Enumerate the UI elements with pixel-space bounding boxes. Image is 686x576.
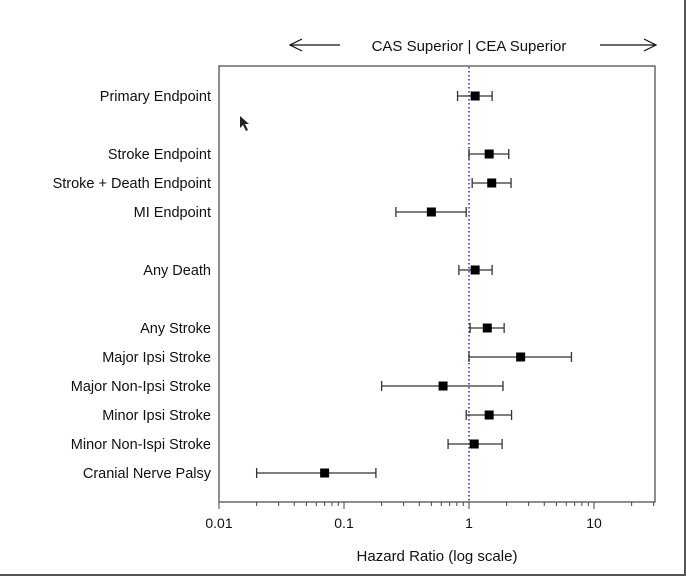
point-estimate bbox=[484, 149, 494, 159]
plot-border bbox=[218, 65, 656, 503]
chart-header: CAS Superior | CEA Superior bbox=[372, 38, 567, 55]
x-axis-label: Hazard Ratio (log scale) bbox=[357, 548, 518, 565]
point-estimate bbox=[470, 91, 480, 101]
point-estimate bbox=[487, 178, 497, 188]
x-tick-label: 1 bbox=[465, 515, 473, 531]
right-arrow-icon bbox=[600, 38, 658, 52]
point-estimate bbox=[426, 207, 436, 217]
row-label: Stroke + Death Endpoint bbox=[53, 176, 211, 192]
row-label: Any Stroke bbox=[140, 321, 211, 337]
point-estimate bbox=[438, 381, 448, 391]
row-label: Any Death bbox=[143, 263, 211, 279]
row-label: Major Non-Ipsi Stroke bbox=[71, 379, 211, 395]
row-label: Cranial Nerve Palsy bbox=[83, 466, 212, 482]
x-tick-label: 0.1 bbox=[334, 515, 354, 531]
row-label: Stroke Endpoint bbox=[108, 147, 211, 163]
point-estimate bbox=[320, 468, 330, 478]
x-tick-label: 0.01 bbox=[205, 515, 232, 531]
left-arrow-icon bbox=[288, 38, 340, 52]
point-estimate bbox=[516, 352, 526, 362]
row-label: Minor Ipsi Stroke bbox=[102, 408, 211, 424]
point-estimate bbox=[469, 439, 479, 449]
row-label: MI Endpoint bbox=[134, 205, 211, 221]
point-estimate bbox=[470, 265, 480, 275]
row-label: Minor Non-Ispi Stroke bbox=[71, 437, 211, 453]
x-tick-label: 10 bbox=[586, 515, 602, 531]
point-estimate bbox=[484, 410, 494, 420]
mouse-cursor-icon bbox=[240, 116, 249, 131]
row-label: Primary Endpoint bbox=[100, 89, 211, 105]
point-estimate bbox=[482, 323, 492, 333]
error-bar bbox=[255, 468, 377, 478]
row-label: Major Ipsi Stroke bbox=[102, 350, 211, 366]
